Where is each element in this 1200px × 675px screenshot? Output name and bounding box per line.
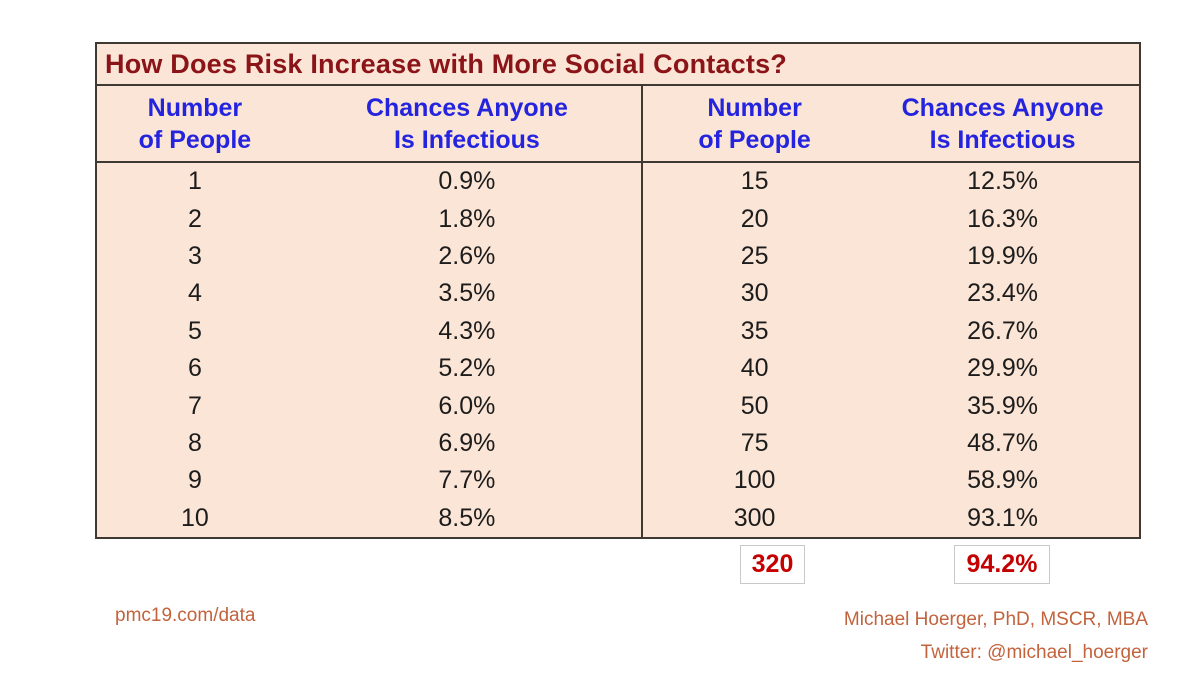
table-row: 10 8.5%: [97, 500, 641, 537]
footer-credit: Michael Hoerger, PhD, MSCR, MBA Twitter:…: [844, 603, 1148, 669]
table-row: 100 58.9%: [643, 462, 1139, 499]
table-row: 4 3.5%: [97, 275, 641, 312]
infectious-chance-cell: 48.7%: [967, 429, 1039, 458]
infectious-chance-cell: 19.9%: [967, 242, 1039, 271]
infectious-chance-cell: 23.4%: [967, 279, 1039, 308]
people-count-cell: 10: [181, 503, 209, 532]
table-row: 1 0.9%: [97, 163, 641, 200]
risk-table: How Does Risk Increase with More Social …: [95, 42, 1141, 539]
column-header-chances: Chances Anyone Is Infectious: [293, 92, 641, 156]
panel-right-header: Number of People Chances Anyone Is Infec…: [643, 86, 1139, 163]
column-header-number: Number of People: [643, 92, 866, 156]
highlight-chance-box: 94.2%: [954, 545, 1050, 584]
table-row: 9 7.7%: [97, 462, 641, 499]
people-count-cell: 40: [740, 354, 769, 383]
panel-left-header: Number of People Chances Anyone Is Infec…: [97, 86, 641, 163]
column-header-chances-line2: Is Infectious: [929, 125, 1076, 154]
infectious-chance-cell: 35.9%: [967, 391, 1039, 420]
footer-site-url: pmc19.com/data: [115, 605, 256, 626]
column-header-number: Number of People: [97, 92, 293, 156]
table-row: 25 19.9%: [643, 238, 1139, 275]
column-header-chances: Chances Anyone Is Infectious: [866, 92, 1139, 156]
table-row: 20 16.3%: [643, 200, 1139, 237]
table-row: 6 5.2%: [97, 350, 641, 387]
column-header-chances-line2: Is Infectious: [393, 125, 540, 154]
table-row: 2 1.8%: [97, 200, 641, 237]
infectious-chance-cell: 93.1%: [967, 503, 1039, 532]
infectious-chance-cell: 26.7%: [967, 316, 1039, 345]
infectious-chance-cell: 4.3%: [438, 316, 496, 345]
infectious-chance-cell: 6.9%: [438, 429, 496, 458]
column-header-number-line2: of People: [138, 125, 252, 154]
panel-left: Number of People Chances Anyone Is Infec…: [97, 86, 643, 537]
footer-credit-name: Michael Hoerger, PhD, MSCR, MBA: [843, 609, 1148, 630]
infectious-chance-cell: 16.3%: [967, 204, 1039, 233]
people-count-cell: 300: [733, 503, 776, 532]
infectious-chance-cell: 7.7%: [438, 466, 496, 495]
infectious-chance-cell: 8.5%: [438, 503, 496, 532]
infectious-chance-cell: 29.9%: [967, 354, 1039, 383]
people-count-cell: 3: [187, 242, 202, 271]
highlight-people-box: 320: [740, 545, 805, 584]
people-count-cell: 6: [187, 354, 202, 383]
people-count-cell: 9: [187, 466, 202, 495]
infectious-chance-cell: 1.8%: [438, 204, 496, 233]
column-header-number-line1: Number: [707, 93, 802, 122]
table-row: 3 2.6%: [97, 238, 641, 275]
footer-credit-twitter: Twitter: @michael_hoerger: [920, 642, 1148, 663]
table-title: How Does Risk Increase with More Social …: [97, 44, 1139, 86]
people-count-cell: 25: [740, 242, 769, 271]
column-header-chances-line1: Chances Anyone: [901, 93, 1104, 122]
people-count-cell: 7: [187, 391, 202, 420]
panel-right: Number of People Chances Anyone Is Infec…: [643, 86, 1139, 537]
people-count-cell: 5: [187, 316, 202, 345]
people-count-cell: 20: [740, 204, 769, 233]
infectious-chance-cell: 3.5%: [438, 279, 496, 308]
infectious-chance-cell: 0.9%: [438, 167, 496, 196]
infectious-chance-cell: 5.2%: [438, 354, 496, 383]
people-count-cell: 50: [740, 391, 769, 420]
column-header-number-line1: Number: [147, 93, 243, 122]
table-row: 5 4.3%: [97, 313, 641, 350]
people-count-cell: 35: [740, 316, 769, 345]
table-row: 8 6.9%: [97, 425, 641, 462]
infectious-chance-cell: 12.5%: [967, 167, 1039, 196]
table-row: 75 48.7%: [643, 425, 1139, 462]
people-count-cell: 75: [740, 429, 769, 458]
people-count-cell: 2: [187, 204, 202, 233]
table-row: 40 29.9%: [643, 350, 1139, 387]
panel-left-rows: 1 0.9% 2 1.8% 3 2.6% 4 3.5% 5 4.3% 6 5.2% 7 6.0% 8 6.9%…: [97, 163, 641, 537]
people-count-cell: 100: [733, 466, 776, 495]
people-count-cell: 15: [740, 167, 769, 196]
table-panels: Number of People Chances Anyone Is Infec…: [97, 86, 1139, 537]
panel-right-rows: 15 12.5% 20 16.3% 25 19.9% 30 23.4% 35 26.7% 40 29.…: [643, 163, 1139, 537]
table-row: 30 23.4%: [643, 275, 1139, 312]
column-header-number-line2: of People: [698, 125, 811, 154]
table-row: 50 35.9%: [643, 387, 1139, 424]
table-row: 300 93.1%: [643, 500, 1139, 537]
people-count-cell: 8: [187, 429, 202, 458]
people-count-cell: 30: [740, 279, 769, 308]
table-row: 15 12.5%: [643, 163, 1139, 200]
infectious-chance-cell: 6.0%: [438, 391, 496, 420]
table-row: 7 6.0%: [97, 387, 641, 424]
people-count-cell: 1: [187, 167, 202, 196]
infectious-chance-cell: 2.6%: [438, 242, 496, 271]
column-header-chances-line1: Chances Anyone: [365, 93, 568, 122]
infectious-chance-cell: 58.9%: [967, 466, 1039, 495]
table-row: 35 26.7%: [643, 313, 1139, 350]
people-count-cell: 4: [187, 279, 202, 308]
